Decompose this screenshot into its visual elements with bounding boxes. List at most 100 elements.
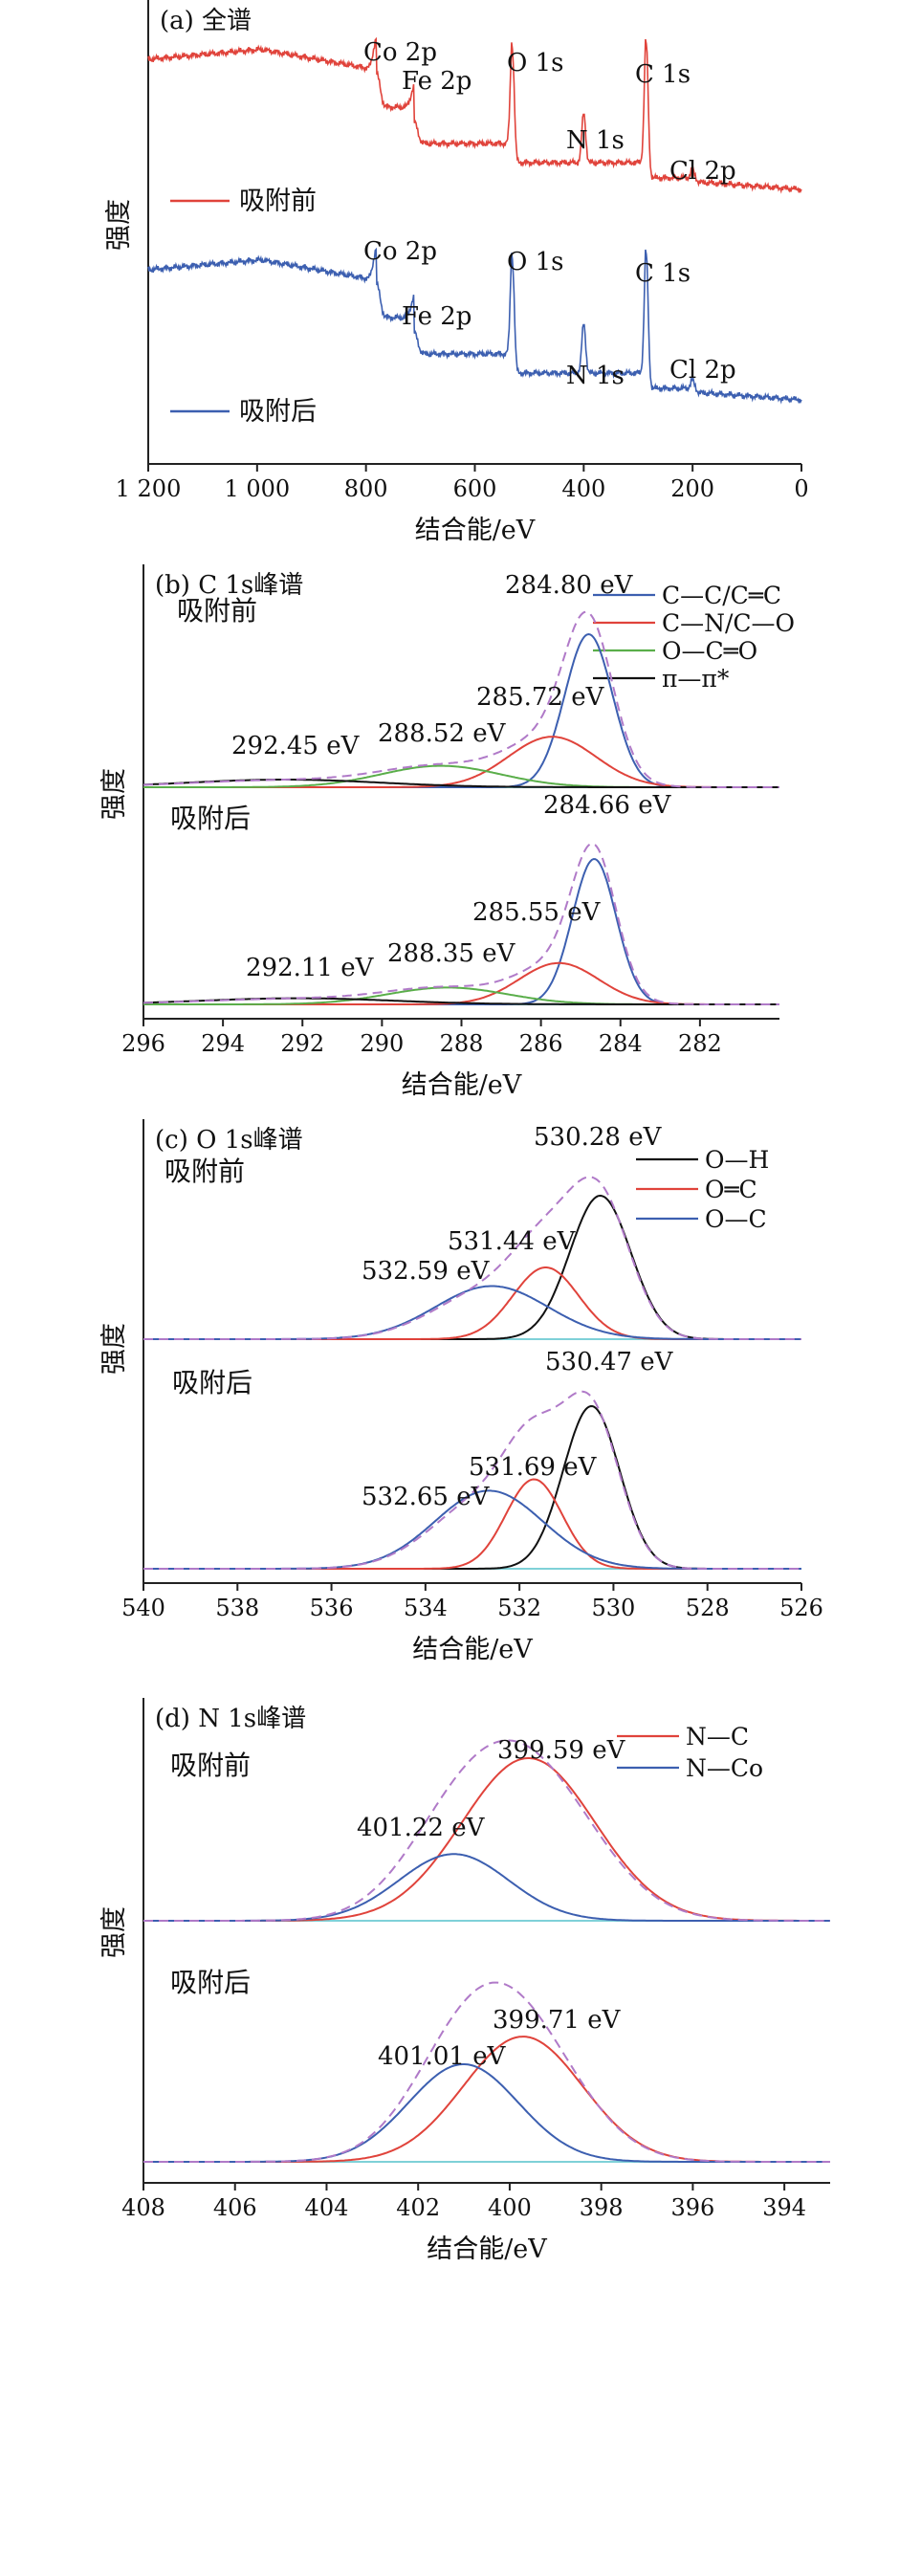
x-tick-label: 294 — [201, 1030, 245, 1057]
panel-sublabel: 吸附后 — [170, 803, 251, 834]
envelope-curve — [143, 1176, 801, 1340]
peak-annotation: 292.45 eV — [231, 732, 361, 760]
y-axis-label: 强度 — [99, 768, 129, 820]
series-line — [147, 247, 802, 405]
panel-title: (c) O 1s峰谱 — [155, 1126, 303, 1155]
panel-title: (d) N 1s峰谱 — [155, 1705, 306, 1733]
envelope-curve — [143, 610, 779, 788]
x-tick-label: 400 — [561, 475, 605, 502]
x-tick-label: 396 — [670, 2194, 714, 2221]
x-axis-label: 结合能/eV — [402, 1070, 522, 1100]
x-tick-label: 1 000 — [224, 475, 290, 502]
panel-title: (a) 全谱 — [160, 7, 252, 35]
legend-label: 吸附前 — [239, 187, 317, 216]
peak-annotation: 284.66 eV — [543, 791, 672, 820]
component-curve — [143, 1853, 830, 1922]
legend-label: C—N/C—O — [662, 609, 795, 637]
legend-label: O—C═O — [662, 637, 757, 665]
peak-annotation: 285.72 eV — [476, 683, 605, 712]
component-curve — [143, 961, 779, 1005]
legend-label: O—C — [705, 1205, 767, 1233]
peak-label: Co 2p — [363, 38, 437, 67]
envelope-curve — [143, 1739, 830, 1922]
component-curve — [143, 764, 779, 788]
peak-label: C 1s — [635, 259, 691, 288]
panel-sublabel: 吸附后 — [172, 1367, 252, 1398]
x-axis-label: 结合能/eV — [415, 516, 536, 545]
peak-label: Co 2p — [363, 237, 437, 266]
x-tick-label: 1 200 — [116, 475, 182, 502]
peak-label: C 1s — [635, 60, 691, 89]
x-tick-label: 538 — [215, 1595, 259, 1621]
peak-label: Cl 2p — [669, 356, 736, 385]
peak-annotation: 292.11 eV — [246, 954, 375, 982]
x-tick-label: 536 — [310, 1595, 354, 1621]
peak-label: N 1s — [566, 362, 625, 390]
peak-label: N 1s — [566, 126, 625, 155]
panel-sublabel: 吸附前 — [170, 1750, 251, 1781]
x-tick-label: 200 — [670, 475, 714, 502]
peak-annotation: 531.69 eV — [469, 1453, 598, 1482]
x-tick-label: 284 — [599, 1030, 643, 1057]
peak-label: Fe 2p — [402, 302, 471, 331]
y-axis-label: 强度 — [104, 199, 134, 251]
x-tick-label: 394 — [762, 2194, 806, 2221]
x-tick-label: 288 — [440, 1030, 484, 1057]
legend-label: O═C — [705, 1176, 757, 1203]
legend-label: N—C — [686, 1723, 749, 1750]
component-curve — [143, 779, 779, 788]
peak-annotation: 531.44 eV — [448, 1227, 577, 1256]
panel-sublabel: 吸附后 — [170, 1967, 251, 1998]
component-curve — [143, 1285, 801, 1340]
y-axis-label: 强度 — [99, 1906, 129, 1958]
peak-annotation: 530.28 eV — [534, 1123, 663, 1152]
peak-annotation: 401.01 eV — [378, 2042, 507, 2071]
peak-annotation: 532.59 eV — [362, 1257, 491, 1286]
peak-annotation: 399.71 eV — [493, 2006, 622, 2035]
x-tick-label: 400 — [488, 2194, 532, 2221]
peak-annotation: 532.65 eV — [362, 1483, 491, 1511]
peak-label: Fe 2p — [402, 67, 471, 96]
x-tick-label: 534 — [404, 1595, 448, 1621]
component-curve — [143, 2063, 830, 2163]
x-tick-label: 0 — [794, 475, 808, 502]
legend-label: O—H — [705, 1146, 769, 1174]
y-axis-label: 强度 — [99, 1323, 129, 1375]
peak-label: O 1s — [507, 49, 563, 77]
x-tick-label: 530 — [592, 1595, 636, 1621]
panel-sublabel: 吸附前 — [177, 595, 257, 627]
panel-title: (b) C 1s峰谱 — [155, 571, 303, 600]
legend-label: C—C/C═C — [662, 582, 781, 609]
x-tick-label: 406 — [213, 2194, 257, 2221]
peak-label: Cl 2p — [669, 157, 736, 186]
peak-annotation: 288.52 eV — [378, 719, 507, 748]
x-tick-label: 402 — [396, 2194, 440, 2221]
series-line — [147, 36, 802, 194]
peak-annotation: 399.59 eV — [497, 1736, 626, 1765]
peak-annotation: 288.35 eV — [387, 939, 516, 968]
x-tick-label: 286 — [519, 1030, 563, 1057]
x-axis-label: 结合能/eV — [412, 1635, 533, 1664]
peak-annotation: 285.55 eV — [472, 898, 602, 927]
x-tick-label: 540 — [121, 1595, 165, 1621]
component-curve — [143, 858, 779, 1005]
x-tick-label: 408 — [121, 2194, 165, 2221]
peak-annotation: 284.80 eV — [505, 571, 634, 600]
peak-annotation: 401.22 eV — [357, 1814, 486, 1842]
peak-label: O 1s — [507, 248, 563, 276]
peak-annotation: 530.47 eV — [545, 1348, 674, 1376]
component-curve — [143, 1757, 830, 1922]
x-tick-label: 532 — [497, 1595, 541, 1621]
legend-label: N—Co — [686, 1754, 763, 1782]
legend-label: π—π* — [662, 665, 730, 693]
legend-label: 吸附后 — [239, 397, 317, 427]
envelope-curve — [143, 1981, 830, 2163]
x-tick-label: 290 — [360, 1030, 404, 1057]
x-tick-label: 526 — [779, 1595, 823, 1621]
envelope-curve — [143, 1390, 801, 1570]
x-tick-label: 528 — [686, 1595, 730, 1621]
x-tick-label: 404 — [305, 2194, 349, 2221]
x-tick-label: 282 — [678, 1030, 722, 1057]
x-axis-label: 结合能/eV — [427, 2235, 547, 2264]
